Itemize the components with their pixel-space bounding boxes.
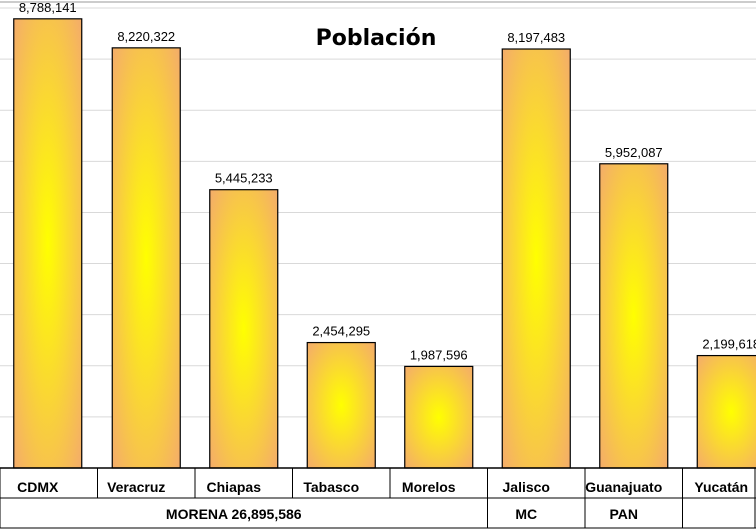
category-label: Yucatán [694,479,748,495]
category-label: Veracruz [107,479,165,495]
bar-chiapas [209,189,279,469]
bar-tabasco [306,341,376,469]
value-label: 5,445,233 [215,171,273,186]
value-labels: 8,788,141 8,220,322 5,445,233 2,454,295 1,98… [19,0,756,362]
group-label: MC [515,506,537,522]
value-label: 8,197,483 [507,30,565,45]
chart-title: Población [316,26,437,51]
category-label: Chiapas [207,479,262,495]
value-label: 2,199,618 [702,337,756,352]
category-label: Jalisco [503,479,550,495]
value-label: 2,454,295 [312,324,370,339]
bar-yucatán [696,354,756,469]
category-label: CDMX [17,479,59,495]
value-label: 5,952,087 [605,145,663,160]
category-label: Tabasco [303,479,359,495]
bar-veracruz [111,47,181,469]
category-axis: CDMX Veracruz Chiapas Tabasco Morelos Jalisco… [0,467,756,529]
value-label: 1,987,596 [410,347,468,362]
bar-jalisco [501,48,571,469]
bar-guanajuato [599,163,669,469]
group-label: MORENA 26,895,586 [166,506,302,522]
category-label: Morelos [402,479,456,495]
bar-morelos [404,365,474,469]
value-label: 8,788,141 [19,0,77,15]
bars [13,18,756,469]
category-label: Guanajuato [585,479,662,495]
value-label: 8,220,322 [117,29,175,44]
group-label: PAN [609,506,638,522]
bar-cdmx [13,18,83,469]
